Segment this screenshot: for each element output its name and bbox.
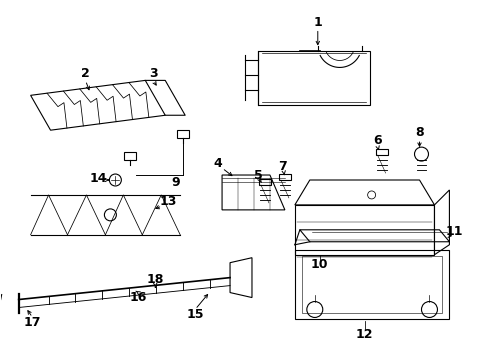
- Text: 10: 10: [310, 258, 328, 271]
- Text: 7: 7: [278, 159, 286, 172]
- Text: 9: 9: [170, 176, 179, 189]
- Text: 2: 2: [81, 67, 90, 80]
- Text: 13: 13: [159, 195, 177, 208]
- Text: 8: 8: [414, 126, 423, 139]
- Text: 12: 12: [355, 328, 373, 341]
- Text: 1: 1: [313, 16, 322, 29]
- Text: 5: 5: [253, 168, 262, 181]
- Text: 14: 14: [89, 171, 107, 185]
- Text: 17: 17: [24, 316, 41, 329]
- Text: 18: 18: [146, 273, 163, 286]
- Text: 15: 15: [186, 308, 203, 321]
- Text: 6: 6: [372, 134, 381, 147]
- Text: 16: 16: [129, 291, 147, 304]
- Text: 11: 11: [445, 225, 462, 238]
- Text: 4: 4: [213, 157, 222, 170]
- Text: 3: 3: [149, 67, 157, 80]
